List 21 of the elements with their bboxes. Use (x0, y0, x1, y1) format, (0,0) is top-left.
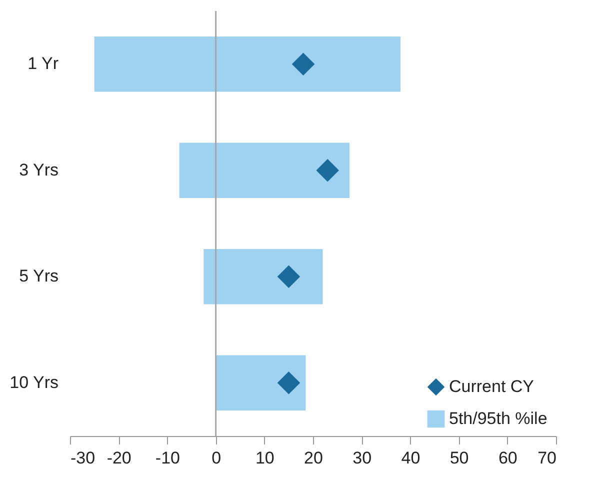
x-tick-label: -30 (70, 448, 96, 468)
x-tick-label: 70 (538, 448, 556, 468)
legend-label: Current CY (449, 377, 534, 396)
x-tick-label: 0 (212, 448, 222, 468)
x-tick-label: -10 (155, 448, 180, 468)
bar (179, 142, 350, 198)
x-tick-label: 40 (401, 448, 420, 468)
y-tick-label: 5 Yrs (19, 266, 58, 286)
y-tick-label: 3 Yrs (19, 160, 58, 180)
y-tick-label: 10 Yrs (10, 372, 58, 392)
x-tick-label: 30 (352, 448, 372, 468)
legend-label: 5th/95th %ile (449, 409, 548, 428)
bar (216, 355, 306, 410)
bar (204, 249, 323, 304)
x-tick-label: 20 (304, 448, 323, 468)
x-tick-label: 50 (450, 448, 469, 468)
x-tick-label: 60 (498, 448, 518, 468)
y-tick-label: 1 Yr (28, 54, 59, 74)
x-tick-label: 10 (255, 448, 274, 468)
x-tick-label: -20 (106, 448, 132, 468)
bar (94, 36, 400, 92)
